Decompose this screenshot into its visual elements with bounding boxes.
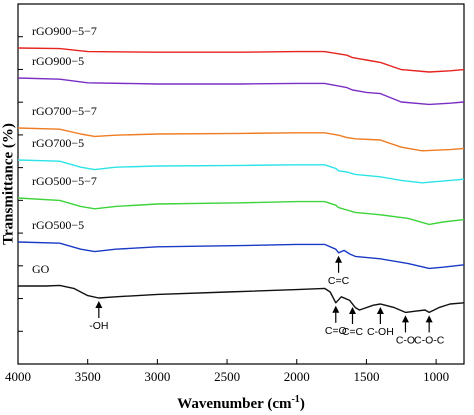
series-line-2 (17, 77, 465, 106)
band-annotations: C=C-OH C=OC=C C-OHC-OC-O-C (89, 255, 445, 346)
series-label: rGO700−5−7 (32, 104, 97, 118)
plot-border (17, 3, 465, 365)
annotation-arrowhead (425, 315, 433, 323)
series-label: rGO700−5 (32, 136, 84, 150)
x-tick-label: 2500 (214, 369, 240, 384)
annotation-label: C=C (342, 326, 364, 338)
annotation-label: C-OH (367, 326, 394, 338)
series-line-7 (18, 284, 465, 314)
series-labels: rGO900−5−7 rGO900−5 rGO700−5−7 rGO700−5 rGO5… (32, 24, 97, 276)
annotation-label: -OH (89, 320, 108, 332)
annotation-arrowhead (332, 305, 340, 313)
annotation-label: C=O (325, 325, 347, 337)
series-line-1 (17, 47, 465, 73)
series-label: rGO900−5−7 (32, 24, 97, 38)
series-line-6 (17, 241, 465, 270)
series-label: GO (32, 262, 50, 276)
x-tick-label: 4000 (5, 369, 31, 384)
y-axis-ticks (18, 36, 23, 332)
x-tick-label: 1500 (353, 369, 379, 384)
plot-frame (17, 3, 465, 365)
x-tick-label: 1000 (423, 369, 449, 384)
series-label: rGO500−5 (32, 218, 84, 232)
x-tick-label: 3000 (144, 369, 170, 384)
series-line-3 (17, 127, 465, 152)
annotation-arrowhead (401, 315, 409, 323)
annotation-arrowhead (335, 255, 343, 263)
y-axis-title: Transmittance (%) (0, 123, 16, 245)
x-tick-label: 3500 (75, 369, 101, 384)
series-line-5 (17, 197, 465, 226)
annotation-label: C=C (328, 275, 350, 287)
x-axis-title: Wavenumber (cm-1) (177, 394, 305, 412)
series-label: rGO900−5 (32, 54, 84, 68)
annotation-label: C-O (396, 334, 415, 346)
annotation-arrowhead (95, 301, 103, 308)
series-label: rGO500−5−7 (32, 174, 97, 188)
annotation-label: C-O-C (414, 334, 445, 346)
spectra-curves (17, 47, 465, 314)
x-axis-ticks: 4000 3500 3000 2500 2000 1500 1000 (5, 359, 449, 384)
x-tick-label: 2000 (284, 369, 310, 384)
annotation-arrowhead (349, 307, 356, 314)
annotation-arrowhead (376, 307, 384, 314)
series-line-4 (17, 159, 465, 184)
